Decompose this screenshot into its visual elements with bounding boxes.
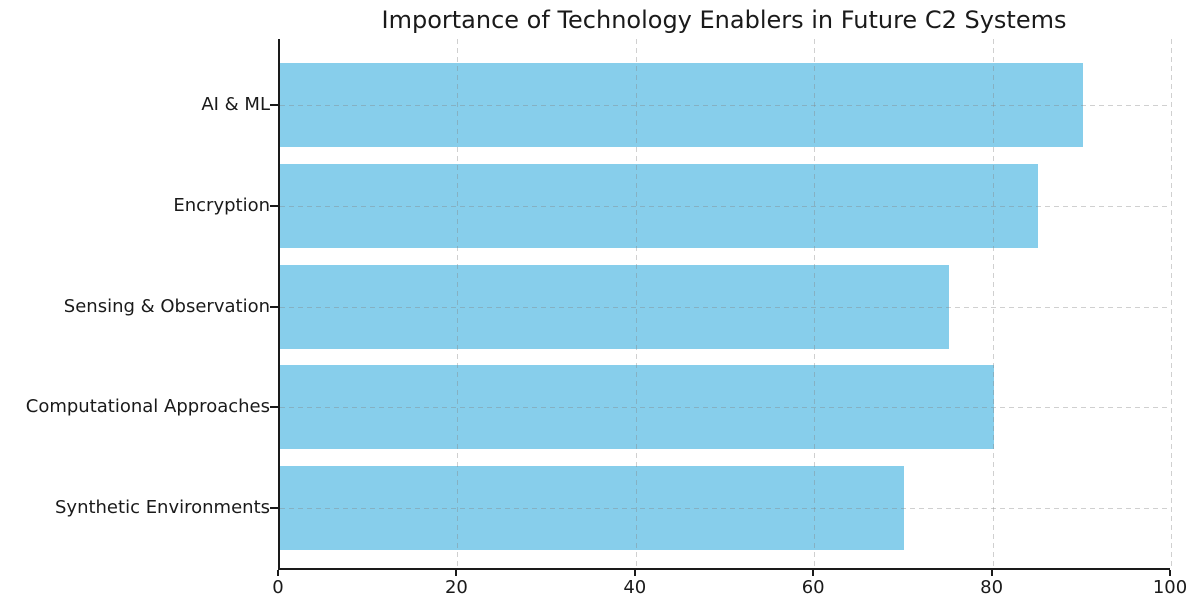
x-tick-label: 40 [623, 577, 647, 598]
bar [280, 264, 949, 349]
y-tick-label: Synthetic Environments [54, 497, 270, 518]
chart-title: Importance of Technology Enablers in Fut… [381, 6, 1067, 34]
x-tick-label: 20 [444, 577, 468, 598]
x-tick-label: 60 [801, 577, 825, 598]
h-gridline [280, 508, 1170, 509]
y-tick-label: Computational Approaches [25, 396, 270, 418]
plot-area [278, 39, 1172, 570]
x-tick-label: 80 [980, 577, 1004, 598]
x-tick-mark [812, 570, 815, 576]
y-tick-mark [270, 104, 278, 106]
y-tick-mark [270, 507, 278, 509]
y-tick-label: Sensing & Observation [63, 295, 270, 317]
v-gridline [457, 39, 459, 568]
h-gridline [280, 407, 1170, 409]
v-gridline [814, 39, 816, 568]
y-tick-mark [270, 406, 278, 409]
h-gridline [280, 105, 1170, 106]
x-tick-mark [990, 570, 993, 576]
y-tick-label: Encryption [173, 194, 270, 216]
bar [280, 466, 905, 550]
x-tick-label: 0 [272, 577, 284, 598]
bar [280, 365, 994, 450]
x-tick-mark [277, 570, 279, 576]
v-gridline [992, 39, 994, 568]
bar [280, 163, 1039, 248]
y-tick-mark [270, 305, 278, 308]
v-gridline [1171, 39, 1172, 568]
y-tick-mark [270, 204, 278, 207]
h-gridline [280, 205, 1170, 207]
v-gridline [635, 39, 637, 568]
h-gridline [280, 306, 1170, 308]
x-tick-mark [633, 570, 636, 576]
x-tick-mark [455, 570, 458, 576]
bar [280, 63, 1083, 147]
x-tick-mark [1169, 570, 1171, 576]
x-tick-label: 100 [1152, 577, 1188, 598]
y-tick-label: AI & ML [201, 94, 270, 115]
